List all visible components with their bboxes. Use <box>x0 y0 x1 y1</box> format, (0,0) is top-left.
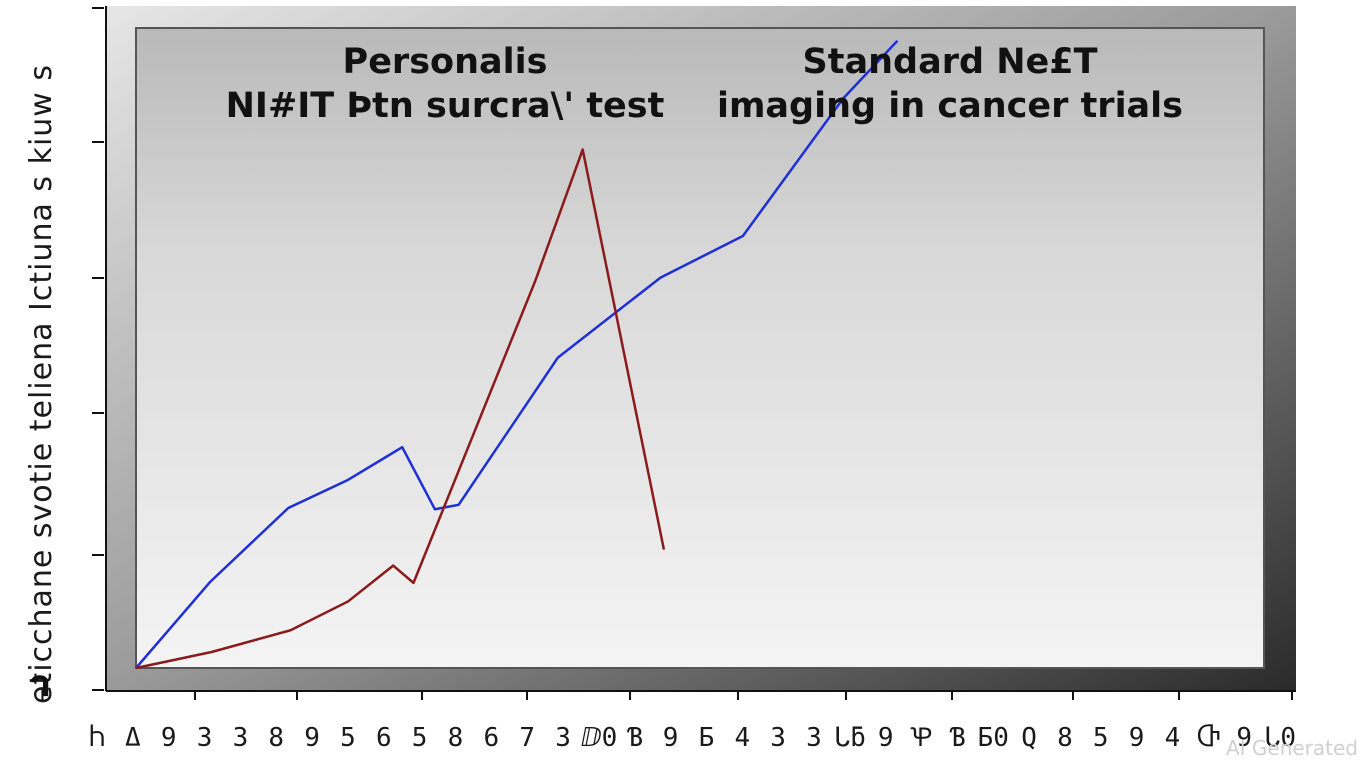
x-tick-label-8: 6 <box>376 723 392 753</box>
x-tick-label-10: 8 <box>448 723 464 753</box>
series-line-1 <box>135 148 666 670</box>
x-tick-label-4: 3 <box>233 723 249 753</box>
title-right-line-1: Standard Ne£T <box>802 42 1098 82</box>
title-right: Standard Ne£T imaging in cancer trials <box>705 40 1195 128</box>
x-tick-label-30: 4 <box>1165 723 1181 753</box>
x-tick-label-29: 9 <box>1129 723 1145 753</box>
x-tick-label-31: Ⴇ <box>1196 723 1220 753</box>
x-tick-label-9: 5 <box>412 723 428 753</box>
x-tick-label-3: 3 <box>197 723 213 753</box>
x-tick-label-20: 3 <box>806 723 822 753</box>
x-tick-label-16: 9 <box>663 723 679 753</box>
x-tick-label-22: 9 <box>878 723 894 753</box>
x-tick-label-23: Ꝕ <box>910 723 932 753</box>
x-tick-label-33: ᒐ0 <box>1264 723 1296 753</box>
x-tick-label-0: Ⴙ <box>89 723 105 753</box>
x-tick-label-28: 5 <box>1093 723 1109 753</box>
series-line-0 <box>135 39 899 669</box>
title-left-line-2: NI#IT Þtn surcra\' test <box>225 86 665 126</box>
x-tick-label-12: 7 <box>519 723 535 753</box>
x-tick-label-32: 9 <box>1236 723 1252 753</box>
watermark: AI Generated <box>1225 736 1358 760</box>
plot-area <box>135 27 1265 669</box>
x-tick-label-19: 3 <box>770 723 786 753</box>
x-tick-label-26: Q <box>1021 723 1037 753</box>
x-tick-label-13: 3 <box>555 723 571 753</box>
x-tick-label-27: 8 <box>1057 723 1073 753</box>
x-tick-label-14: ⅅ0 <box>580 723 617 753</box>
x-tick-label-15: Ɓ <box>627 723 643 753</box>
title-left: Personalis NI#IT Þtn surcra\' test <box>210 40 680 128</box>
x-tick-label-6: 9 <box>304 723 320 753</box>
x-tick-label-5: 8 <box>268 723 284 753</box>
x-tick-label-17: Ƃ <box>699 723 715 753</box>
x-tick-label-24: Ɓ <box>950 723 966 753</box>
x-tick-label-11: 6 <box>484 723 500 753</box>
x-tick-label-21: ᒐƃ <box>834 723 866 753</box>
x-tick-label-2: 9 <box>161 723 177 753</box>
title-left-line-1: Personalis <box>342 42 548 82</box>
y-axis-bottom-mark: ᒉ <box>30 670 51 703</box>
y-axis-label: eticchane svotie teliena Ictiuna s kiuw … <box>24 63 59 705</box>
x-tick-label-18: 4 <box>734 723 750 753</box>
title-right-line-2: imaging in cancer trials <box>716 86 1184 126</box>
x-tick-label-7: 5 <box>340 723 356 753</box>
x-tick-label-1: Δ <box>125 723 141 753</box>
x-tick-label-25: Ƃ0 <box>978 723 1009 753</box>
